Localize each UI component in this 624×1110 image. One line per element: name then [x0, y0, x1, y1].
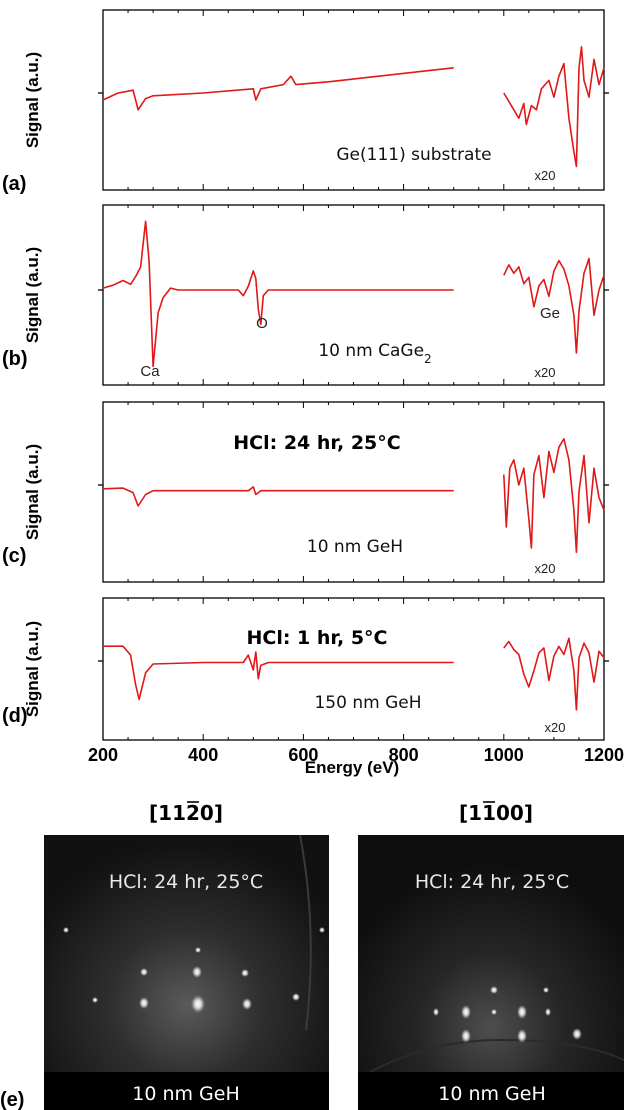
magnification-label: x20: [535, 168, 556, 183]
sample-label: 10 nm CaGe2: [318, 341, 431, 366]
panel-c: Signal (a.u.) (c) x20 10 nm GeH HCl: 24 hr, …: [2, 401, 609, 583]
x-axis-label: Energy (eV): [305, 758, 399, 777]
y-axis-label: Signal (a.u.): [23, 52, 42, 148]
panel-d: Signal (a.u.)(d) x20 150 nm GeH HCl: 1 hr, …: [2, 597, 609, 741]
rheed-right-image: HCl: 24 hr, 25°C 10 nm GeH: [358, 835, 624, 1110]
rheed-panel: [1120] [1100] HCl: 24 hr, 25°C: [0, 801, 624, 1110]
condition-label: HCl: 24 hr, 25°C: [233, 432, 400, 454]
magnification-label: x20: [535, 365, 556, 380]
spectrum-trace-x20: [503, 45, 605, 168]
spectrum-trace-low-energy: [102, 486, 454, 507]
y-axis-label: Signal (a.u.): [23, 247, 42, 343]
x-tick-label: 600: [288, 745, 318, 765]
magnification-label: x20: [545, 720, 566, 735]
x-tick-label: 400: [188, 745, 218, 765]
sample-label: 10 nm GeH: [307, 537, 403, 557]
rheed-left-spots: [63, 927, 325, 1013]
peak-label-ge: Ge: [540, 305, 560, 322]
spectrum-trace-x20: [503, 637, 605, 711]
magnification-label: x20: [535, 561, 556, 576]
spectrum-trace-x20: [503, 257, 605, 354]
y-axis-label: Signal (a.u.): [23, 444, 42, 540]
spectrum-trace-low-energy: [102, 67, 454, 111]
rheed-left-condition: HCl: 24 hr, 25°C: [109, 871, 263, 893]
spectrum-trace-low-energy: [102, 220, 454, 368]
x-tick-label: 200: [88, 745, 118, 765]
condition-label: HCl: 1 hr, 5°C: [246, 627, 387, 649]
panel-label-e: (e): [0, 1089, 24, 1110]
spectrum-trace-x20: [503, 437, 605, 554]
peak-label-o: O: [256, 315, 268, 332]
rheed-right-direction: [1100]: [459, 801, 533, 825]
panel-label: (c): [2, 545, 26, 567]
rheed-left-direction: [1120]: [149, 801, 223, 825]
y-axis-label: Signal (a.u.): [23, 621, 42, 717]
panel-label: (d): [2, 705, 28, 727]
x-tick-label: 1000: [484, 745, 524, 765]
x-tick-label: 800: [389, 745, 419, 765]
peak-label-ca: Ca: [140, 363, 160, 380]
rheed-right-sample: 10 nm GeH: [438, 1083, 546, 1105]
rheed-right-spots: [433, 986, 582, 1043]
x-tick-labels: 200 400 600 800 1000 1200: [88, 745, 624, 765]
rheed-left-sample: 10 nm GeH: [132, 1083, 240, 1105]
spectrum-trace-low-energy: [103, 645, 454, 701]
panel-label: (b): [2, 348, 28, 370]
rheed-left-image: HCl: 24 hr, 25°C 10 nm GeH: [44, 834, 329, 1110]
panel-a: Signal (a.u.) (a) x20 Ge(111) substrate: [2, 9, 609, 195]
rheed-right-condition: HCl: 24 hr, 25°C: [415, 871, 569, 893]
panel-label: (a): [2, 173, 26, 195]
x-tick-label: 1200: [584, 745, 624, 765]
plot-frame: [102, 597, 605, 741]
sample-label: 150 nm GeH: [314, 693, 421, 713]
sample-label: Ge(111) substrate: [336, 145, 491, 165]
panel-b: Signal (a.u.) (b) x20 10 nm CaGe2 Ca O Ge: [2, 204, 609, 386]
